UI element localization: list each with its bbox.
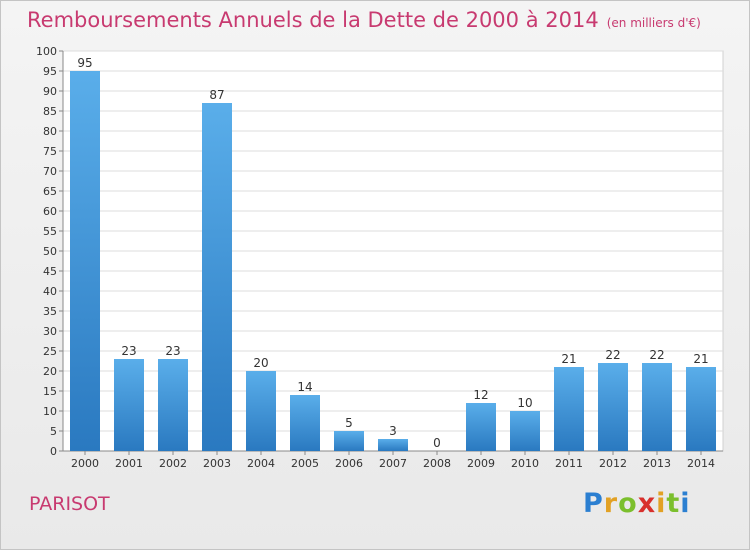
data-label: 23 xyxy=(121,344,136,358)
data-label: 20 xyxy=(253,356,268,370)
x-tick-label: 2008 xyxy=(423,457,451,470)
y-tick-label: 50 xyxy=(43,245,57,258)
city-name: PARISOT xyxy=(29,493,110,515)
x-tick-label: 2013 xyxy=(643,457,671,470)
data-label: 21 xyxy=(693,352,708,366)
x-tick-label: 2004 xyxy=(247,457,275,470)
data-label: 14 xyxy=(297,380,312,394)
x-tick-label: 2010 xyxy=(511,457,539,470)
y-tick-label: 65 xyxy=(43,185,57,198)
x-tick-label: 2009 xyxy=(467,457,495,470)
x-tick-label: 2000 xyxy=(71,457,99,470)
x-tick-label: 2012 xyxy=(599,457,627,470)
data-label: 87 xyxy=(209,88,224,102)
x-tick-label: 2005 xyxy=(291,457,319,470)
y-tick-label: 30 xyxy=(43,325,57,338)
data-label: 10 xyxy=(517,396,532,410)
bar xyxy=(334,431,364,451)
data-label: 23 xyxy=(165,344,180,358)
proxiti-logo: Proxiti xyxy=(583,488,691,519)
y-tick-label: 70 xyxy=(43,165,57,178)
y-tick-label: 100 xyxy=(36,45,57,58)
y-tick-label: 90 xyxy=(43,85,57,98)
data-label: 22 xyxy=(605,348,620,362)
y-tick-label: 55 xyxy=(43,225,57,238)
bar xyxy=(202,103,232,451)
y-tick-label: 10 xyxy=(43,405,57,418)
bar xyxy=(246,371,276,451)
y-tick-label: 40 xyxy=(43,285,57,298)
bar xyxy=(686,367,716,451)
y-tick-label: 0 xyxy=(50,445,57,458)
y-tick-label: 60 xyxy=(43,205,57,218)
chart-unit: (en milliers d'€) xyxy=(606,16,701,30)
y-tick-label: 75 xyxy=(43,145,57,158)
y-tick-label: 35 xyxy=(43,305,57,318)
data-label: 22 xyxy=(649,348,664,362)
bar xyxy=(466,403,496,451)
data-label: 3 xyxy=(389,424,397,438)
bar xyxy=(378,439,408,451)
bar xyxy=(554,367,584,451)
data-label: 21 xyxy=(561,352,576,366)
chart-title: Remboursements Annuels de la Dette de 20… xyxy=(27,8,701,32)
y-tick-label: 25 xyxy=(43,345,57,358)
data-label: 5 xyxy=(345,416,353,430)
y-tick-label: 45 xyxy=(43,265,57,278)
y-tick-label: 95 xyxy=(43,65,57,78)
data-label: 12 xyxy=(473,388,488,402)
y-tick-label: 85 xyxy=(43,105,57,118)
bar xyxy=(70,71,100,451)
x-tick-label: 2001 xyxy=(115,457,143,470)
y-tick-label: 5 xyxy=(50,425,57,438)
bar xyxy=(510,411,540,451)
bar xyxy=(290,395,320,451)
bar xyxy=(114,359,144,451)
bar xyxy=(158,359,188,451)
data-label: 95 xyxy=(77,56,92,70)
x-tick-label: 2002 xyxy=(159,457,187,470)
y-tick-label: 15 xyxy=(43,385,57,398)
data-label: 0 xyxy=(433,436,441,450)
x-tick-label: 2007 xyxy=(379,457,407,470)
bar xyxy=(642,363,672,451)
y-tick-label: 20 xyxy=(43,365,57,378)
x-tick-label: 2006 xyxy=(335,457,363,470)
x-tick-label: 2014 xyxy=(687,457,715,470)
x-tick-label: 2003 xyxy=(203,457,231,470)
chart-title-text: Remboursements Annuels de la Dette de 20… xyxy=(27,8,599,32)
bar xyxy=(598,363,628,451)
y-tick-label: 80 xyxy=(43,125,57,138)
x-tick-label: 2011 xyxy=(555,457,583,470)
